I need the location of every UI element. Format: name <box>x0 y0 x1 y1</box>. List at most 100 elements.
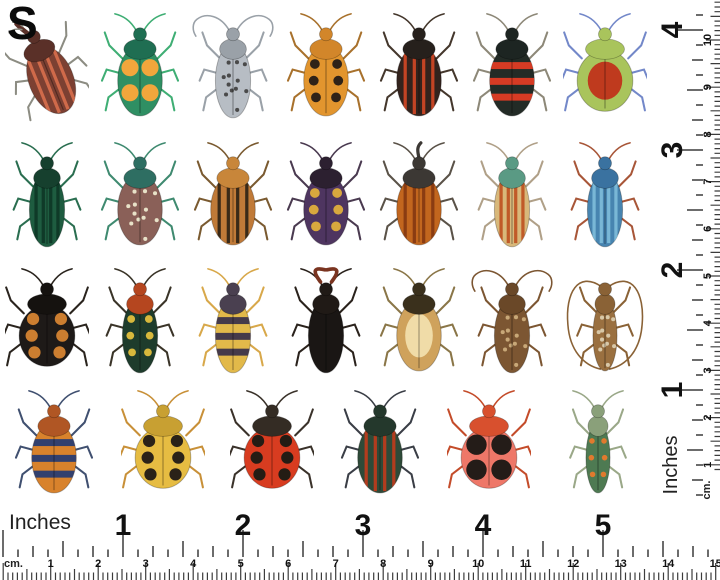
beetle-illustration-green-head-striped-beetle <box>477 142 547 248</box>
beetle-purple-gold-spotted-beetle <box>284 141 368 257</box>
beetle-illustration-dark-red-striped-chafer <box>380 13 459 117</box>
beetle-row-1 <box>0 0 652 136</box>
bottom-cm-number: 12 <box>567 558 579 570</box>
beetle-orange-horned-beetle <box>377 141 461 257</box>
right-inch-number: 3 <box>656 142 689 159</box>
beetle-illustration-golden-chafer <box>380 268 459 372</box>
right-cm-number: 10 <box>702 34 714 46</box>
bottom-inch-label: Inches <box>9 511 71 534</box>
right-cm-number: 3 <box>702 367 714 373</box>
right-cm-number: 9 <box>702 84 714 90</box>
right-inch-number: 1 <box>656 382 689 399</box>
bottom-cm-number: 11 <box>520 558 532 570</box>
beetle-illustration-metallic-green-click-beetle <box>12 142 81 248</box>
right-cm-number: 8 <box>702 131 714 137</box>
right-cm-number: 6 <box>702 226 714 232</box>
bottom-cm-number: 1 <box>48 558 54 570</box>
beetle-grid <box>0 0 652 506</box>
beetle-illustration-yellow-black-wasp-beetle <box>198 268 268 374</box>
right-inch-ticks <box>677 14 703 496</box>
beetle-red-green-malachite-beetle <box>98 267 182 383</box>
beetle-orange-blue-banded-leaf-beetle <box>12 389 96 505</box>
beetle-red-spotted-ladybird <box>229 389 314 505</box>
bottom-cm-ticks <box>2 563 717 580</box>
beetle-black-red-firebug <box>470 12 554 128</box>
beetle-illustration-black-red-firebug <box>473 13 552 117</box>
beetle-pink-spotted-ladybird <box>446 389 531 505</box>
beetle-illustration-orange-goliath-beetle <box>193 142 272 246</box>
bottom-inch-number: 1 <box>115 509 132 542</box>
bottom-cm-number: 8 <box>380 558 386 570</box>
bottom-cm-number: 13 <box>615 558 627 570</box>
beetle-illustration-purple-gold-spotted-beetle <box>286 142 366 246</box>
right-inch-number: 2 <box>656 262 689 279</box>
bottom-inch-number: 5 <box>595 509 612 542</box>
beetle-illustration-brown-mottled-longhorn <box>471 269 553 374</box>
beetle-illustration-green-orange-spotted-jewel-beetle <box>568 390 627 494</box>
bottom-cm-label: cm. <box>4 558 23 570</box>
beetle-illustration-steel-blue-weevil <box>570 142 640 248</box>
beetle-loop-antennae-longhorn <box>563 267 647 383</box>
beetle-golden-chafer <box>377 267 461 383</box>
beetle-steel-blue-weevil <box>563 141 647 257</box>
beetle-yellow-black-wasp-beetle <box>191 267 275 383</box>
beetle-metallic-green-click-beetle <box>5 141 89 257</box>
bottom-cm-number: 9 <box>428 558 434 570</box>
beetle-orange-black-spotted-beetle <box>284 12 368 128</box>
bottom-cm-number: 3 <box>143 558 149 570</box>
right-cm-number: 2 <box>702 415 714 421</box>
bottom-cm-number: 2 <box>95 558 101 570</box>
right-inch-number: 4 <box>656 21 689 38</box>
beetle-illustration-pink-spotted-ladybird <box>446 390 531 489</box>
beetle-illustration-loop-antennae-longhorn <box>567 280 644 372</box>
beetle-speckled-jewel-beetle <box>98 141 182 257</box>
beetle-illustration-green-red-tortoise-beetle <box>563 13 648 112</box>
beetle-green-orange-spotted-leaf-beetle <box>98 12 182 128</box>
beetle-green-head-striped-beetle <box>470 141 554 257</box>
beetle-row-2 <box>0 136 652 262</box>
bottom-cm-number: 15 <box>710 558 720 570</box>
bottom-cm-number: 10 <box>472 558 484 570</box>
beetle-green-orange-spotted-jewel-beetle <box>556 389 640 505</box>
beetle-illustration-red-green-malachite-beetle <box>105 268 175 374</box>
beetle-stag-beetle <box>284 267 368 383</box>
beetle-illustration-red-spotted-ladybird <box>229 390 314 489</box>
bottom-inch-number: 2 <box>235 509 252 542</box>
beetle-illustration-yellow-spotted-ladybird <box>120 390 205 489</box>
right-cm-ticks <box>706 1 720 471</box>
beetle-illustration-green-red-striped-leaf-beetle <box>341 390 420 494</box>
right-ruler: 1 2 3 4 Inches 1 2 3 4 5 6 7 8 9 10 cm. <box>656 1 720 500</box>
bottom-cm-number: 4 <box>190 558 197 570</box>
right-cm-label: cm. <box>701 481 713 500</box>
beetle-green-red-tortoise-beetle <box>563 12 648 128</box>
beetle-row-3 <box>0 262 652 388</box>
beetle-illustration-red-striped-weevil <box>4 20 89 122</box>
beetle-illustration-orange-blue-banded-leaf-beetle <box>15 390 94 494</box>
beetle-illustration-stag-beetle <box>291 267 361 374</box>
beetle-illustration-orange-horned-beetle <box>380 141 459 246</box>
beetle-orange-goliath-beetle <box>191 141 275 257</box>
bottom-inch-number: 3 <box>355 509 372 542</box>
beetle-brown-mottled-longhorn <box>470 267 554 383</box>
beetle-illustration-orange-black-spotted-beetle <box>286 13 366 117</box>
bottom-cm-number: 7 <box>333 558 339 570</box>
beetle-yellow-spotted-ladybird <box>120 389 205 505</box>
bottom-cm-number: 5 <box>238 558 244 570</box>
right-cm-number: 5 <box>702 273 714 279</box>
beetle-black-orange-carrion-beetle <box>4 267 89 383</box>
beetle-illustration-speckled-jewel-beetle <box>100 142 179 246</box>
right-cm-number: 1 <box>702 462 714 468</box>
beetle-illustration-gray-speckled-longhorn <box>192 14 274 119</box>
bottom-inch-ticks <box>2 530 709 557</box>
sheet-letter: S <box>7 0 38 49</box>
beetle-dark-red-striped-chafer <box>377 12 461 128</box>
beetle-row-4 <box>0 388 652 506</box>
right-cm-number: 7 <box>702 179 714 185</box>
bottom-inch-number: 4 <box>475 509 492 542</box>
right-cm-number: 4 <box>702 319 714 326</box>
beetle-red-striped-weevil <box>4 12 89 128</box>
beetle-gray-speckled-longhorn <box>191 12 275 128</box>
beetle-illustration-green-orange-spotted-leaf-beetle <box>100 13 179 117</box>
